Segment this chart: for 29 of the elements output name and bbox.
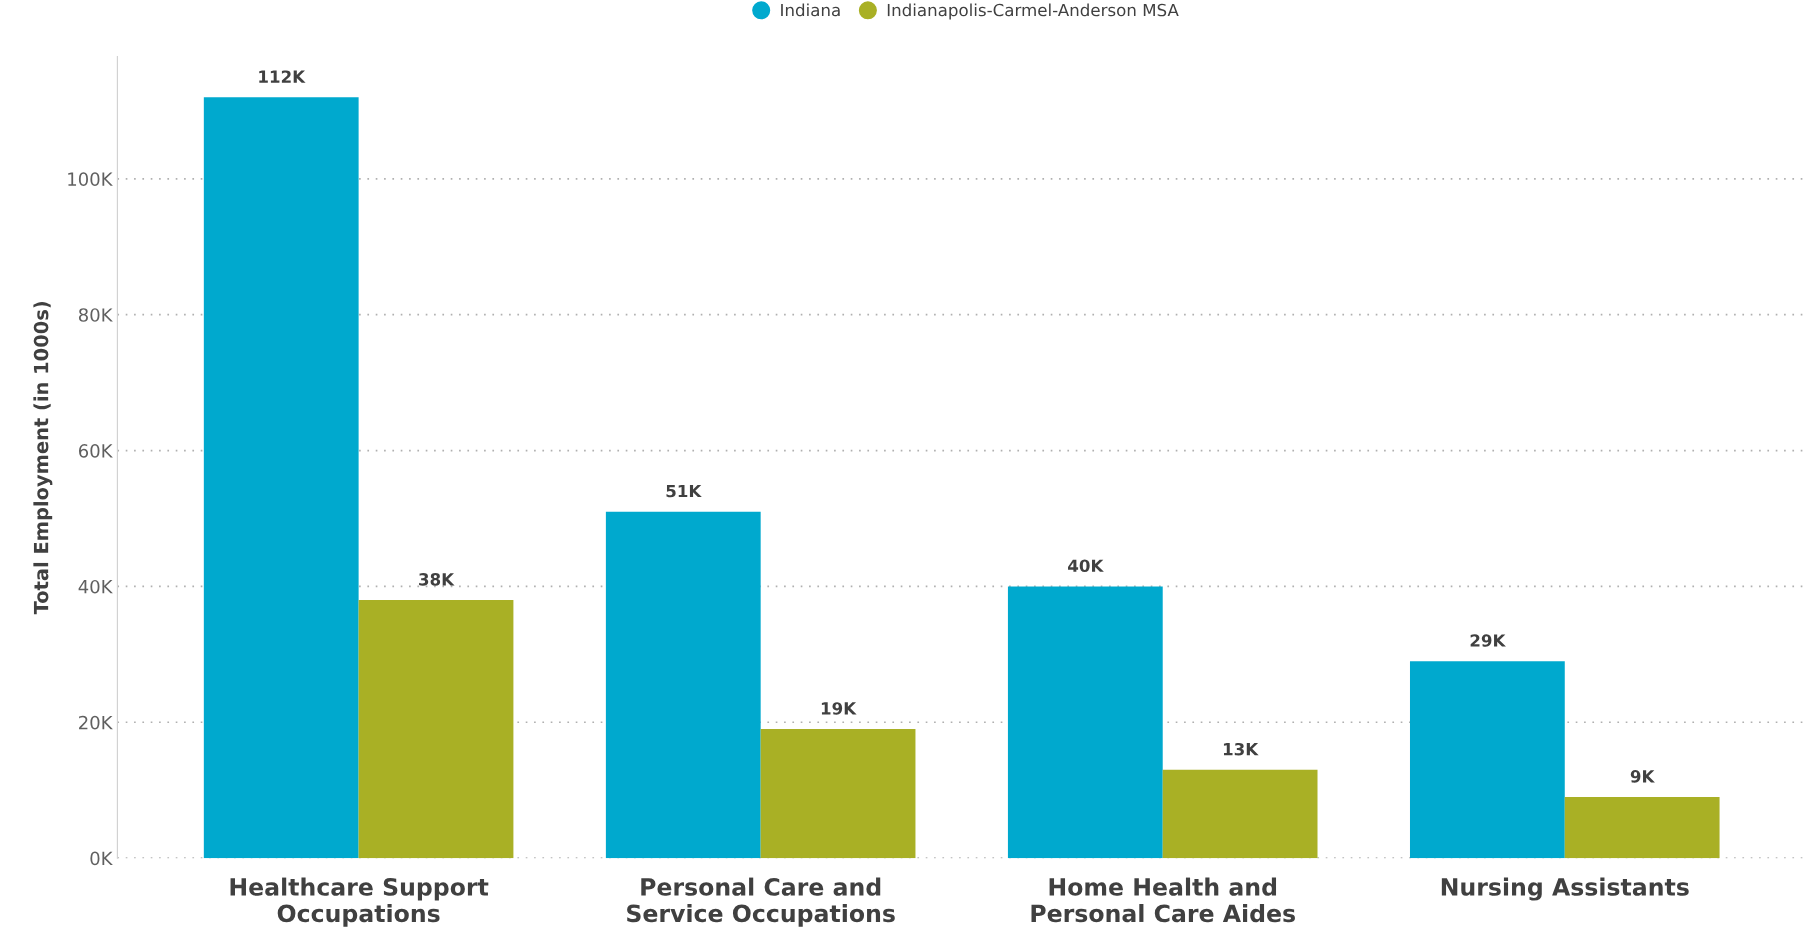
bar [1409,661,1565,859]
y-axis-title: Total Employment (in 1000s) [33,301,53,615]
y-tick-label: 40K [78,579,113,594]
data-label: 9K [1630,770,1655,783]
data-label: 29K [1470,634,1506,647]
data-label: 38K [419,573,455,586]
bar [203,97,359,859]
bar [760,729,916,859]
x-tick-label: Home Health and Personal Care Aides [1031,877,1295,923]
bar [1564,796,1720,859]
y-tick-label: 100K [68,172,113,186]
bar [605,511,761,859]
legend-label: Indiana [781,3,840,17]
y-tick-label: 60K [78,444,113,458]
data-label: 13K [1223,742,1259,756]
bar [1162,769,1318,859]
y-tick-label: 0K [90,851,113,866]
y-tick-label: 20K [79,715,113,730]
bar [1007,586,1163,859]
legend-label: Indianapolis-Carmel-Anderson MSA [887,3,1179,20]
y-tick-label: 80K [78,308,113,322]
x-tick-label: Personal Care and Service Occupations [627,877,895,927]
x-tick-label: Healthcare Support Occupations [230,877,489,927]
data-label: 112K [259,70,306,83]
data-label: 40K [1068,559,1104,573]
data-label: 19K [821,702,857,715]
data-label: 51K [666,484,702,498]
bar [358,600,514,859]
x-tick-label: Nursing Assistants [1441,877,1689,901]
